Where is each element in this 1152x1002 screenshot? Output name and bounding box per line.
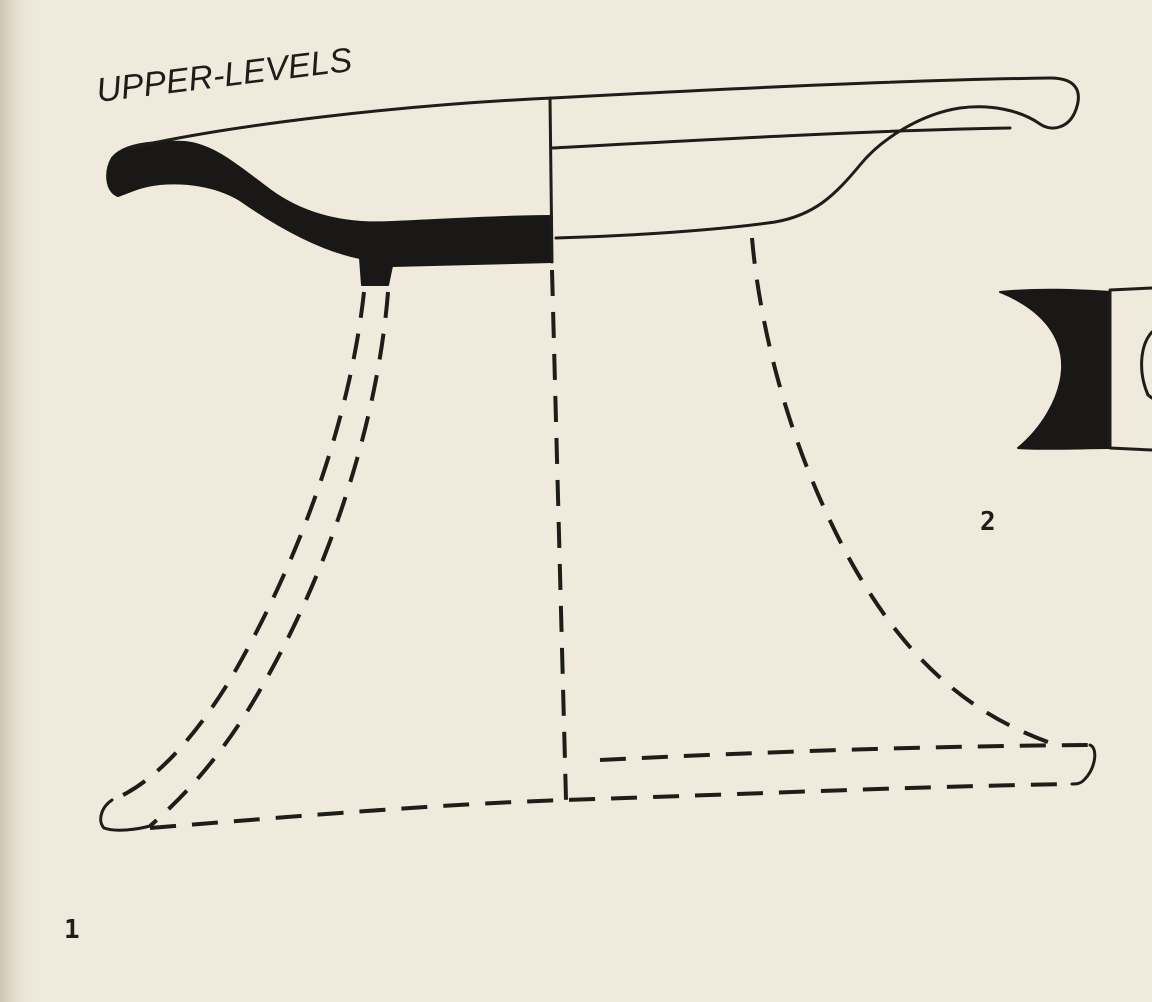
fragment-section-profile [999,288,1111,450]
center-axis-dashed [550,269,568,801]
figure-2-fragment [999,286,1152,452]
pedestal-left-outer-dashed [111,291,366,802]
rim-inner-line-right [550,126,1012,150]
paper-edge-shadow [0,0,40,1002]
heading-label: UPPER-LEVELS [94,41,354,110]
base-line-dashed [149,782,1073,830]
figure-1-pedestal-bowl [99,76,1097,832]
bowl-section-profile [106,140,553,286]
pedestal-left-inner-dashed [148,291,390,828]
pedestal-left-foot [99,798,152,832]
foot-ring-top-dashed [599,743,1091,762]
figure-2-number: 2 [980,507,996,537]
rim-top-line-left [128,96,554,150]
pedestal-right-dashed [750,237,1049,744]
rim-outer-right [550,76,1080,240]
fragment-outline-box [1108,286,1152,452]
foot-ring-edge [1070,743,1097,786]
fragment-inner-curve [1140,330,1152,400]
center-axis-solid [548,96,554,264]
figure-1-number: 1 [64,915,80,945]
